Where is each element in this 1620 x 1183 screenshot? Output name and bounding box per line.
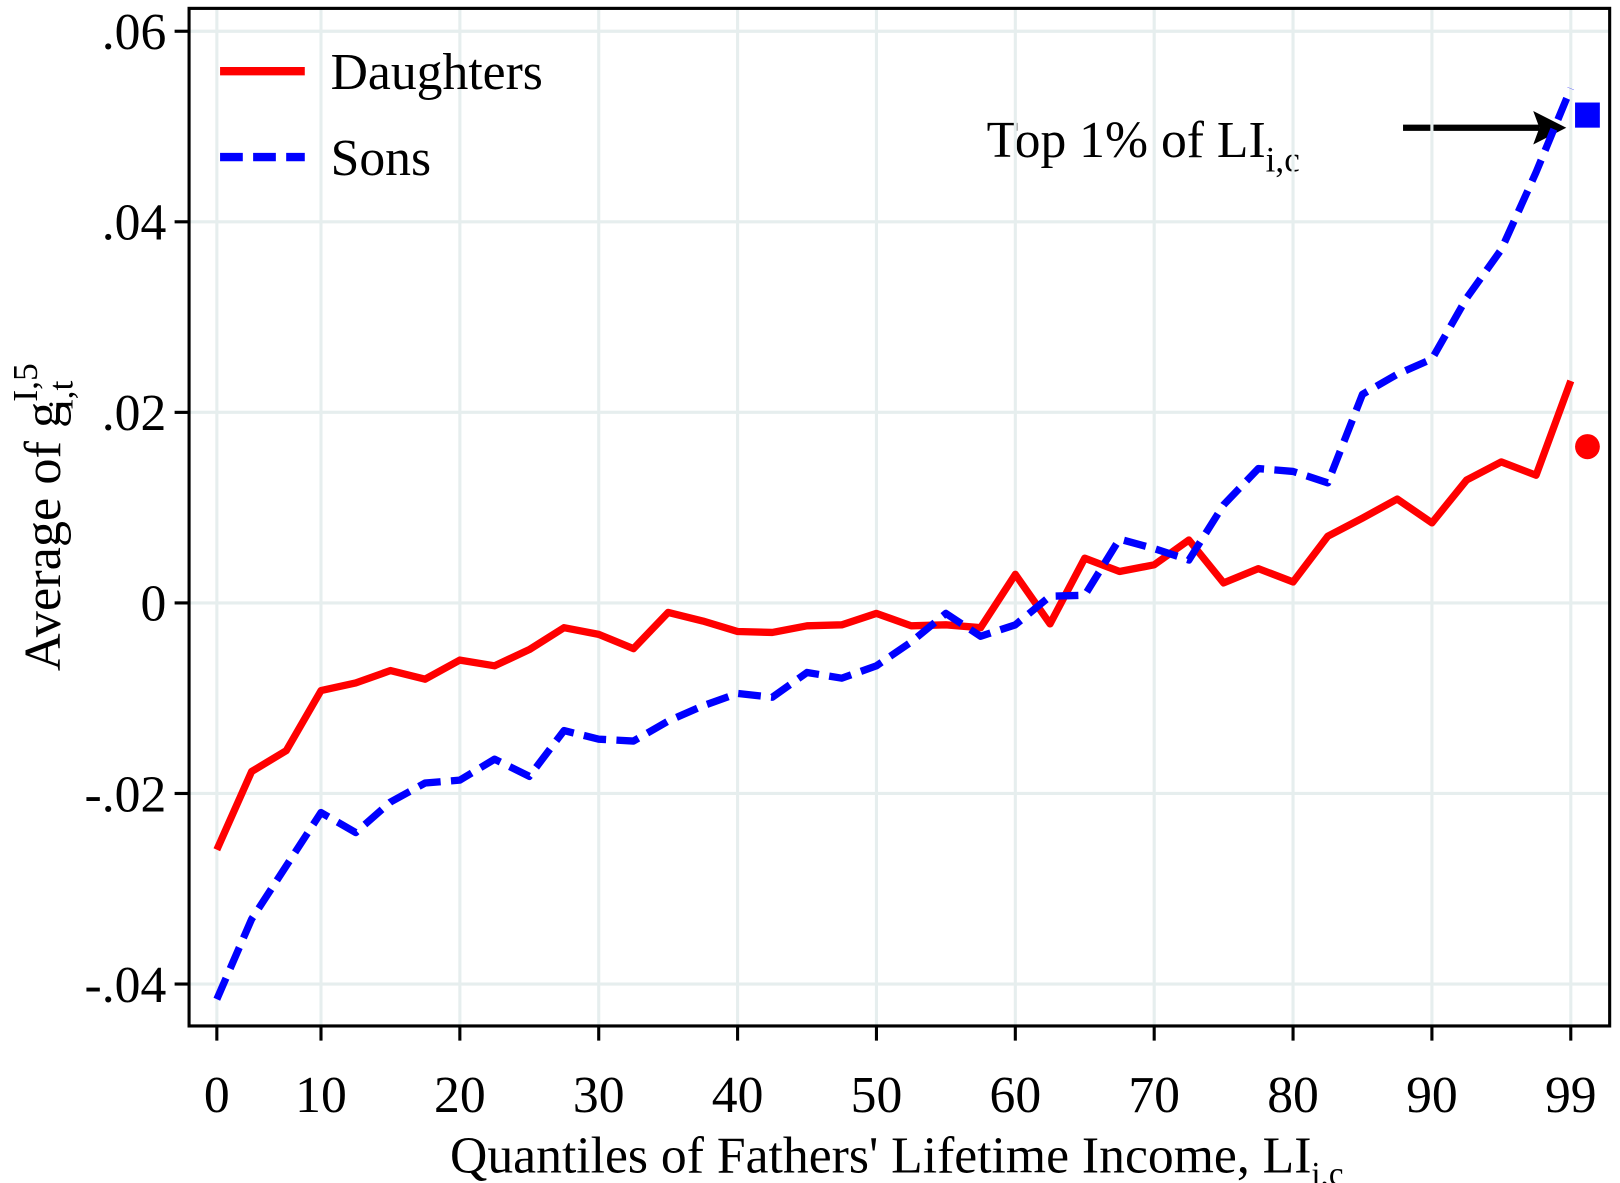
y-label-sup: I,5: [5, 363, 45, 402]
x-tick-label: 60: [989, 1067, 1041, 1124]
y-label-text: Average of g: [15, 402, 72, 671]
y-tick-label: .02: [102, 385, 167, 442]
y-tick-label: 0: [141, 575, 167, 632]
x-tick-label: 0: [204, 1067, 230, 1124]
y-axis-label: Average of gI,5i,t: [5, 363, 80, 671]
x-label-text: Quantiles of Fathers' Lifetime Income, L…: [450, 1127, 1311, 1183]
x-tick-label: 80: [1267, 1067, 1319, 1124]
x-axis-label: Quantiles of Fathers' Lifetime Income, L…: [450, 1127, 1343, 1183]
annotation: Top 1% of LIi,c: [987, 112, 1300, 180]
legend-label: Sons: [331, 130, 431, 187]
x-label-sub: i,c: [1311, 1156, 1343, 1183]
x-tick-label: 99: [1545, 1067, 1597, 1124]
annotation-text: Top 1% of LI: [987, 112, 1266, 169]
top1-marker: [1575, 434, 1600, 460]
data-line: [213, 86, 1575, 1001]
y-tick-label: -.02: [85, 766, 167, 823]
annotation-arrowhead: [1533, 110, 1567, 145]
x-tick-label: 40: [712, 1067, 764, 1124]
x-tick-label: 90: [1406, 1067, 1458, 1124]
x-tick-label: 20: [434, 1067, 486, 1124]
legend-label: Daughters: [331, 44, 543, 101]
x-tick-label: 30: [573, 1067, 625, 1124]
x-tick-label: 50: [851, 1067, 903, 1124]
data-line: [213, 379, 1575, 852]
y-tick-label: .06: [102, 4, 167, 61]
y-tick-label: .04: [102, 194, 167, 251]
annotation-sub: i,c: [1266, 139, 1300, 179]
y-label-sub: i,t: [41, 380, 81, 409]
top1-marker: [1575, 102, 1600, 128]
x-tick-label: 70: [1128, 1067, 1180, 1124]
plot-frame: [187, 6, 1612, 1028]
x-tick-label: 10: [295, 1067, 347, 1124]
y-tick-label: -.04: [85, 957, 167, 1014]
